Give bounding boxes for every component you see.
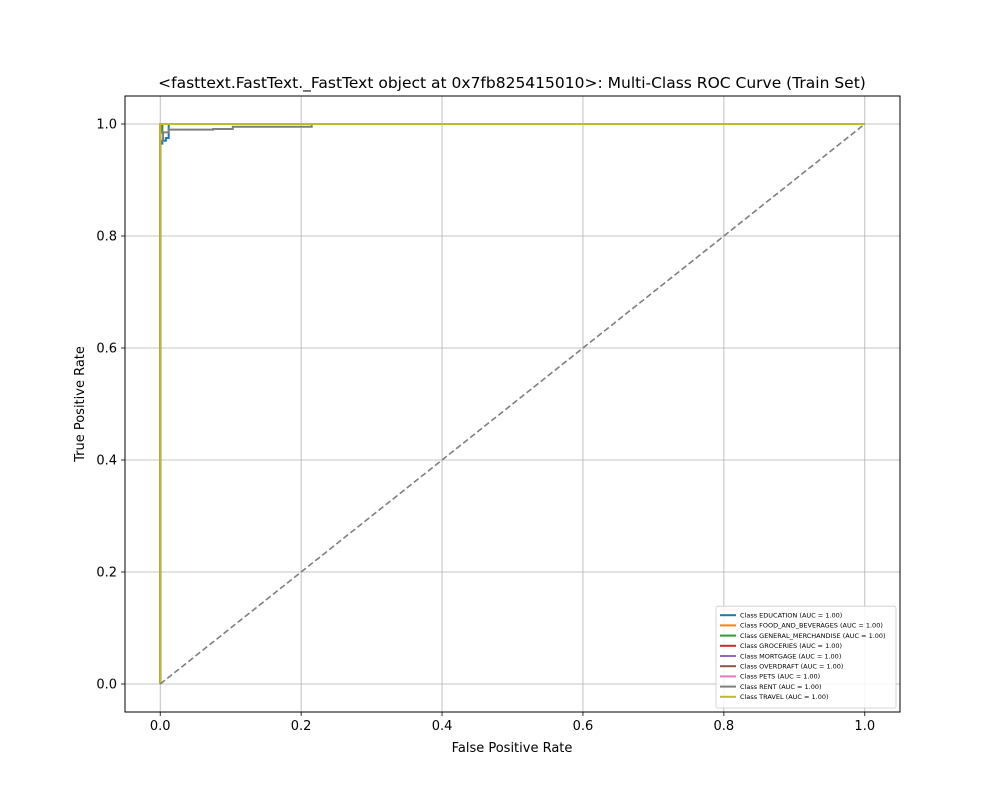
y-tick-label: 0.8 [96,230,117,245]
y-tick-label: 0.6 [96,342,117,357]
x-tick-label: 0.0 [150,719,171,734]
y-tick-label: 0.4 [96,454,117,469]
axis-ticks: 0.0 0.2 0.4 0.6 0.8 1.0 0.0 0.2 0.4 0.6 0.8 1.0 [96,118,875,735]
y-tick-label: 1.0 [96,118,117,133]
series-line-8 [159,123,865,684]
chart-title: <fasttext.FastText._FastText object at 0… [158,74,866,93]
legend-entry-label: Class RENT (AUC = 1.00) [740,683,822,691]
legend: Class EDUCATION (AUC = 1.00) Class FOOD_A… [715,605,897,709]
legend-entry-label: Class GENERAL_MERCHANDISE (AUC = 1.00) [740,632,886,640]
legend-box [715,605,897,709]
legend-entry-label: Class MORTGAGE (AUC = 1.00) [740,652,841,660]
y-axis-label: True Positive Rate [73,346,88,463]
reference-diagonal-line [159,123,866,685]
series-lines [159,123,866,685]
x-tick-label: 0.4 [432,719,453,734]
legend-entry-label: Class OVERDRAFT (AUC = 1.00) [740,663,843,671]
x-tick-label: 0.6 [573,719,594,734]
y-tick-label: 0.2 [96,566,117,581]
legend-entry-label: Class PETS (AUC = 1.00) [740,673,820,681]
x-tick-label: 1.0 [854,719,875,734]
x-axis-label: False Positive Rate [452,741,573,756]
legend-entry-label: Class FOOD_AND_BEVERAGES (AUC = 1.00) [740,622,883,630]
plot-frame [124,95,901,713]
x-tick-label: 0.8 [714,719,735,734]
legend-entry-label: Class GROCERIES (AUC = 1.00) [740,642,842,650]
y-tick-label: 0.0 [96,678,117,693]
x-tick-label: 0.2 [291,719,312,734]
legend-entry-label: Class EDUCATION (AUC = 1.00) [740,612,842,620]
series-line-9 [159,123,865,684]
legend-entry-label: Class TRAVEL (AUC = 1.00) [740,693,829,701]
